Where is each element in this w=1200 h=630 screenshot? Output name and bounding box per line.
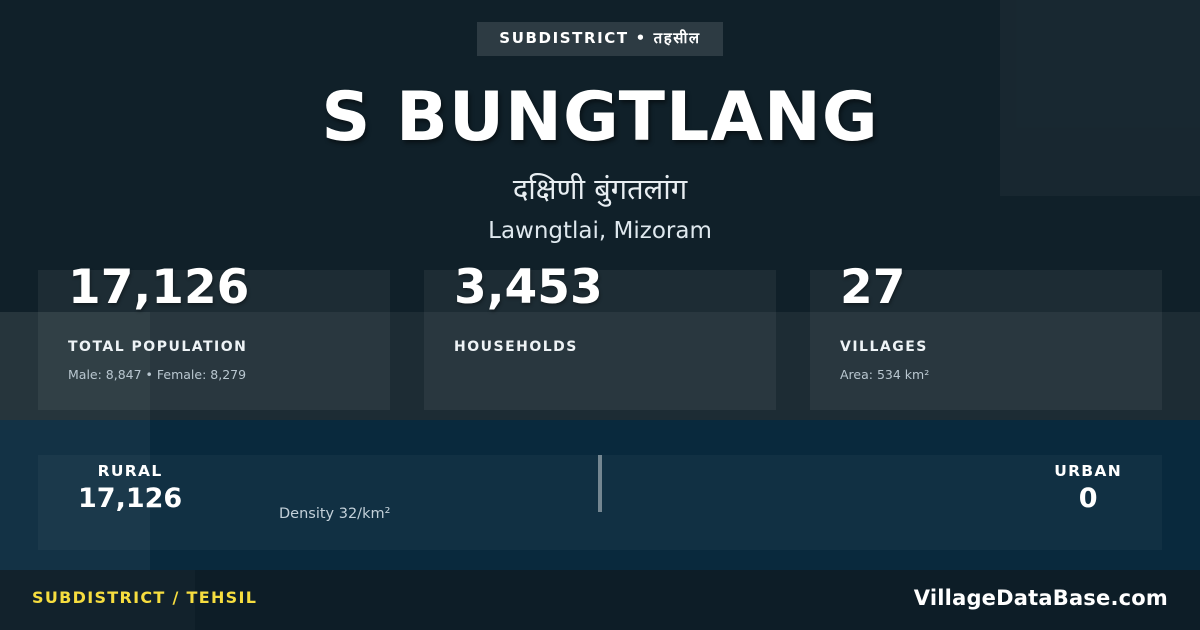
urban-value: 0: [1078, 483, 1098, 515]
stat-label: HOUSEHOLDS: [454, 339, 578, 355]
title-native-script: दक्षिणी बुंगतलांग: [512, 172, 688, 206]
footer-site-brand: VillageDataBase.com: [913, 586, 1168, 610]
rural-urban-bar: RURAL 17,126 Density 32/km² URBAN 0: [38, 455, 1162, 550]
stats-row: 17,126 TOTAL POPULATION Male: 8,847 • Fe…: [38, 264, 1162, 410]
rural-urban-divider: [598, 455, 602, 512]
density-label: Density 32/km²: [279, 506, 391, 522]
rural-value: 17,126: [78, 483, 183, 515]
decor-column-left: [0, 312, 150, 570]
stat-value: 27: [840, 260, 906, 315]
rural-label: RURAL: [97, 462, 163, 480]
stat-sublabel: Male: 8,847 • Female: 8,279: [68, 367, 247, 382]
footer-background: [0, 570, 1200, 630]
rural-block: RURAL 17,126: [78, 462, 182, 518]
urban-block: URBAN 0: [1054, 462, 1122, 518]
stat-card-total-population: 17,126 TOTAL POPULATION Male: 8,847 • Fe…: [38, 264, 390, 410]
stat-value: 17,126: [68, 260, 250, 315]
decor-band-middle: [0, 312, 1200, 420]
location-subtitle: Lawngtlai, Mizoram: [488, 218, 712, 244]
place-type-badge: SUBDISTRICT • तहसील: [477, 22, 723, 56]
stat-card-villages: 27 VILLAGES Area: 534 km²: [810, 264, 1162, 410]
stat-label: VILLAGES: [840, 339, 928, 355]
page-title: S BUNGTLANG: [321, 78, 879, 157]
stat-card-households: 3,453 HOUSEHOLDS: [424, 264, 776, 410]
footer-category-label: SUBDISTRICT / TEHSIL: [32, 588, 258, 607]
decor-band-blue: [0, 420, 1200, 570]
stat-label: TOTAL POPULATION: [68, 339, 248, 355]
stat-sublabel: Area: 534 km²: [840, 367, 930, 382]
urban-label: URBAN: [1054, 462, 1122, 480]
stat-value: 3,453: [454, 260, 603, 315]
badge-container: SUBDISTRICT • तहसील: [0, 22, 1200, 56]
